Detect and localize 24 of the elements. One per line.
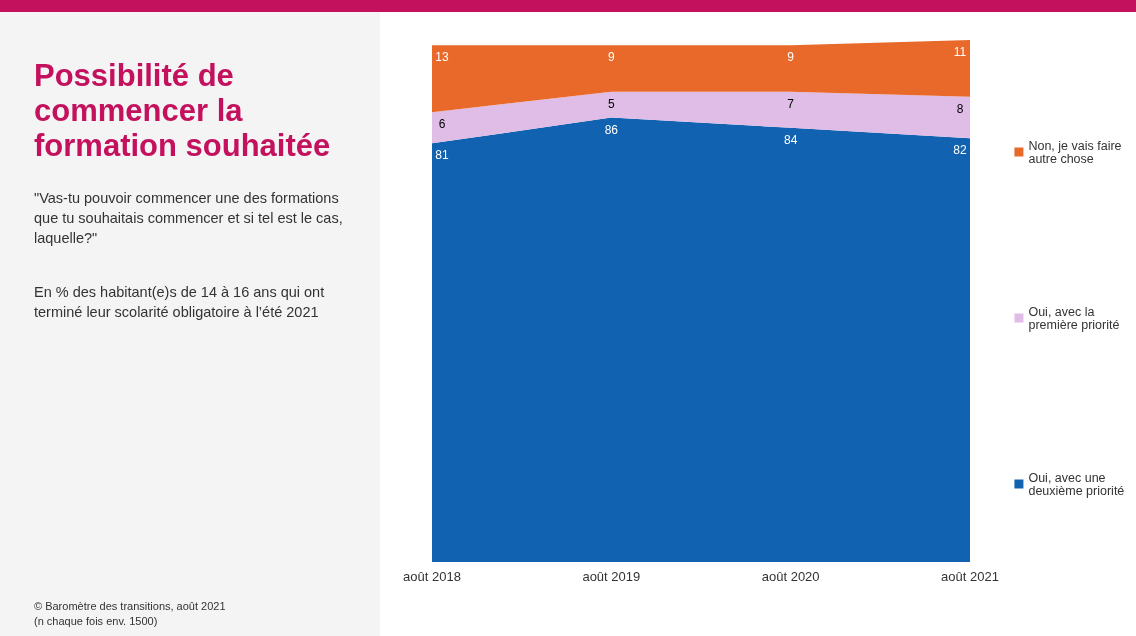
x-tick-label: août 2021 (941, 569, 999, 584)
data-label: 13 (435, 50, 449, 65)
x-tick-label: août 2020 (761, 569, 820, 584)
x-tick-label: août 2018 (403, 569, 461, 584)
data-label: 82 (953, 143, 967, 158)
data-label: 9 (787, 50, 795, 65)
text: (n chaque fois env. 1500) (34, 615, 158, 627)
text: En % des habitant(e)s de 14 à 16 ans qui ont terminé leur scolarité obligatoire à l’été 2021 (34, 283, 326, 322)
data-label: 86 (604, 122, 619, 137)
data-label: 81 (435, 148, 449, 163)
legend-label: Non, je vais faire autre chose (1028, 138, 1126, 166)
data-label: 7 (787, 96, 795, 111)
text: © Baromètre des transitions, août 2021 (34, 600, 226, 612)
data-label: 11 (953, 45, 967, 59)
data-label: 9 (607, 50, 615, 65)
text: "Vas-tu pouvoir commencer une des formations que tu souhaitais commencer et si tel est le cas, laquelle?" (34, 189, 344, 248)
data-label: 6 (438, 117, 446, 132)
legend-label: Oui, avec la première priorité (1028, 304, 1120, 332)
text: Possibilité de commencer la formation souhaitée (34, 58, 332, 163)
x-tick-label: août 2019 (582, 569, 641, 584)
data-label: 5 (607, 96, 615, 111)
data-label: 8 (956, 101, 964, 116)
legend-label: Oui, avec une deuxième priorité (1028, 470, 1125, 498)
data-label: 84 (783, 132, 798, 147)
